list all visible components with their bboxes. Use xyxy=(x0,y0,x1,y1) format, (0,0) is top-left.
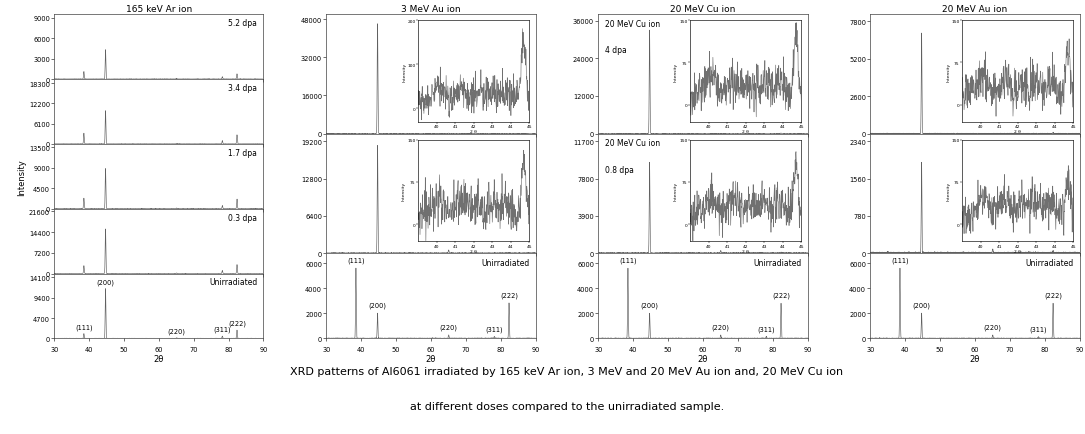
Text: at different doses compared to the unirradiated sample.: at different doses compared to the unirr… xyxy=(410,401,724,411)
Text: (111): (111) xyxy=(891,257,909,263)
Text: 20 dpa: 20 dpa xyxy=(502,22,529,31)
Text: Unirradiated: Unirradiated xyxy=(753,259,801,268)
Text: (311): (311) xyxy=(214,326,231,332)
Text: 1.7 dpa: 1.7 dpa xyxy=(228,148,257,158)
Text: (200): (200) xyxy=(640,302,659,309)
Text: (311): (311) xyxy=(757,326,775,332)
Text: (222): (222) xyxy=(1044,292,1062,299)
Text: 20 MeV Cu ion: 20 MeV Cu ion xyxy=(604,20,660,29)
X-axis label: 2θ: 2θ xyxy=(154,354,164,363)
Text: Unirradiated: Unirradiated xyxy=(481,259,529,268)
Text: Unirradiated: Unirradiated xyxy=(1025,259,1073,268)
Text: (311): (311) xyxy=(1030,326,1047,332)
Text: Unirradiated: Unirradiated xyxy=(209,278,257,287)
Text: 5.2 dpa: 5.2 dpa xyxy=(228,19,257,28)
Text: (311): (311) xyxy=(486,326,503,332)
Title: 20 MeV Au ion: 20 MeV Au ion xyxy=(943,5,1008,14)
Text: (222): (222) xyxy=(773,292,790,299)
X-axis label: 2θ: 2θ xyxy=(970,354,980,363)
Text: 4 dpa: 4 dpa xyxy=(508,141,529,151)
Text: (200): (200) xyxy=(369,302,386,309)
Text: XRD patterns of Al6061 irradiated by 165 keV Ar ion, 3 MeV and 20 MeV Au ion and: XRD patterns of Al6061 irradiated by 165… xyxy=(291,366,843,376)
Text: 2 dpa: 2 dpa xyxy=(1051,141,1073,151)
Text: 0.3 dpa: 0.3 dpa xyxy=(228,213,257,222)
Text: (200): (200) xyxy=(97,279,115,285)
Title: 3 MeV Au ion: 3 MeV Au ion xyxy=(401,5,461,14)
Text: (220): (220) xyxy=(439,324,458,330)
Text: 0.8 dpa: 0.8 dpa xyxy=(604,165,634,174)
Text: (220): (220) xyxy=(168,328,186,334)
Text: 4 dpa: 4 dpa xyxy=(604,46,626,55)
X-axis label: 2θ: 2θ xyxy=(425,354,436,363)
Title: 165 keV Ar ion: 165 keV Ar ion xyxy=(126,5,192,14)
Text: (200): (200) xyxy=(912,302,931,309)
Text: (222): (222) xyxy=(500,292,518,299)
Title: 20 MeV Cu ion: 20 MeV Cu ion xyxy=(671,5,736,14)
Text: 20 MeV Cu ion: 20 MeV Cu ion xyxy=(604,139,660,148)
Text: (111): (111) xyxy=(620,257,637,263)
Text: (111): (111) xyxy=(347,257,365,263)
Text: (111): (111) xyxy=(75,323,92,330)
X-axis label: 2θ: 2θ xyxy=(698,354,709,363)
Text: (222): (222) xyxy=(228,320,246,326)
Text: (220): (220) xyxy=(712,324,730,330)
Text: 3.4 dpa: 3.4 dpa xyxy=(228,84,257,93)
Text: (220): (220) xyxy=(984,324,1001,330)
Y-axis label: Intensity: Intensity xyxy=(17,158,26,195)
Text: 13 dpa: 13 dpa xyxy=(1047,22,1073,31)
